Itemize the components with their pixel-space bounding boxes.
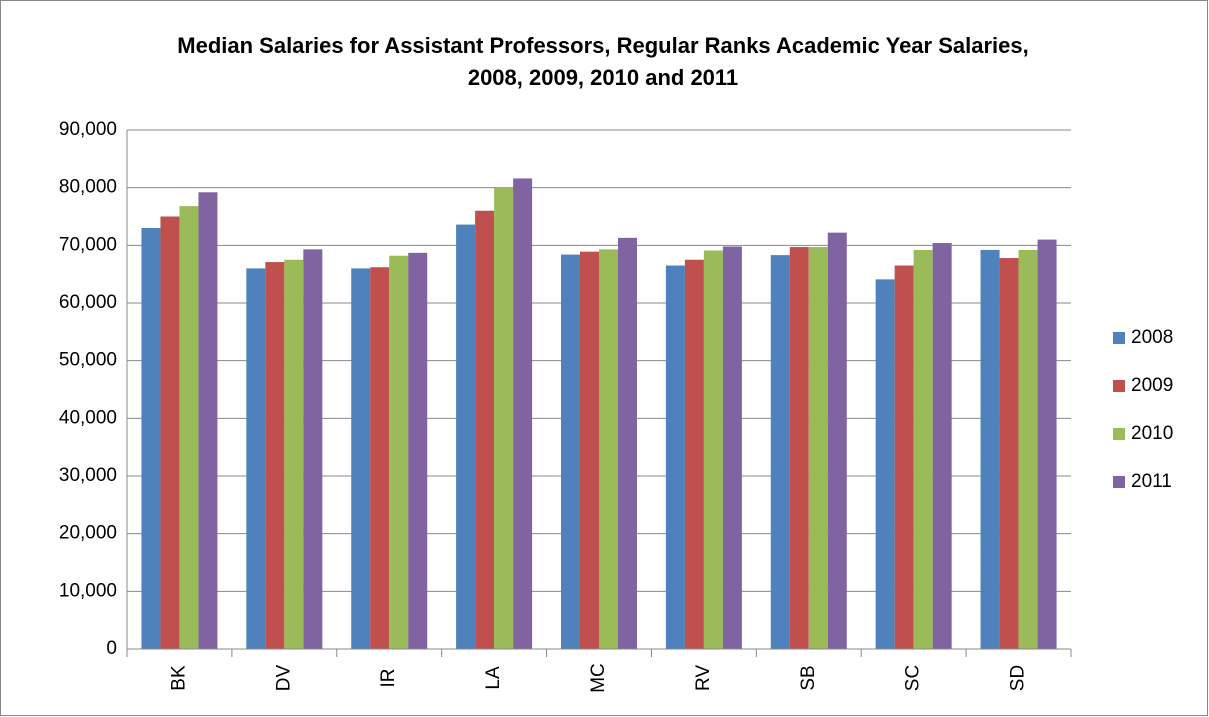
y-tick-label: 10,000 [59,580,117,601]
legend-label: 2010 [1131,423,1173,444]
y-tick-label: 0 [106,638,117,659]
x-tick-label: SD [1008,665,1029,691]
legend-swatch [1113,332,1125,344]
bar [475,210,495,649]
chart-title: Median Salaries for Assistant Professors… [177,33,1029,90]
bar [580,251,599,649]
y-tick-label: 90,000 [59,119,117,140]
y-tick-label: 80,000 [59,177,117,198]
bar [894,265,914,649]
bar [179,206,199,649]
bar [370,267,390,649]
x-tick-label: BK [168,665,189,691]
bar [999,258,1019,649]
legend-label: 2011 [1131,471,1172,492]
y-tick-label: 70,000 [59,234,117,255]
bar [980,249,1000,650]
bar [618,237,637,649]
bar [722,246,742,649]
bar [827,232,847,649]
y-tick-label: 60,000 [59,292,117,313]
y-tick-label: 40,000 [59,407,117,428]
x-tick-label: SB [798,665,819,690]
legend-label: 2009 [1131,375,1173,396]
bar [198,192,218,649]
y-tick-label: 50,000 [59,350,117,371]
bar [408,252,428,649]
bar [770,255,790,650]
bar [599,249,618,649]
bar [389,255,409,650]
bar [665,265,685,649]
x-tick-label: MC [588,663,609,693]
bar [561,254,580,649]
bar [684,259,704,649]
bar [808,247,828,649]
bar [913,249,933,650]
legend-swatch [1113,476,1125,488]
bar [703,250,723,650]
x-tick-label: IR [378,669,399,688]
bar [456,224,476,649]
bar [1037,239,1057,650]
bar [265,262,285,649]
bar [789,247,809,649]
x-tick-label: SC [903,665,924,691]
bar [875,279,895,649]
x-tick-label: LA [483,666,504,690]
legend-swatch [1113,380,1125,392]
legend-label: 2008 [1131,327,1173,348]
bar [513,178,533,649]
bar [932,243,952,649]
bar [160,216,180,649]
bar [284,259,304,649]
bar [246,268,266,649]
bar [494,187,514,649]
bar [141,228,161,650]
y-tick-label: 30,000 [59,465,117,486]
x-tick-label: DV [273,664,294,691]
x-tick-label: RV [693,665,714,691]
bar [303,249,323,649]
bar [351,268,371,649]
bar [1018,249,1038,650]
legend-swatch [1113,428,1125,440]
y-tick-label: 20,000 [59,523,117,544]
